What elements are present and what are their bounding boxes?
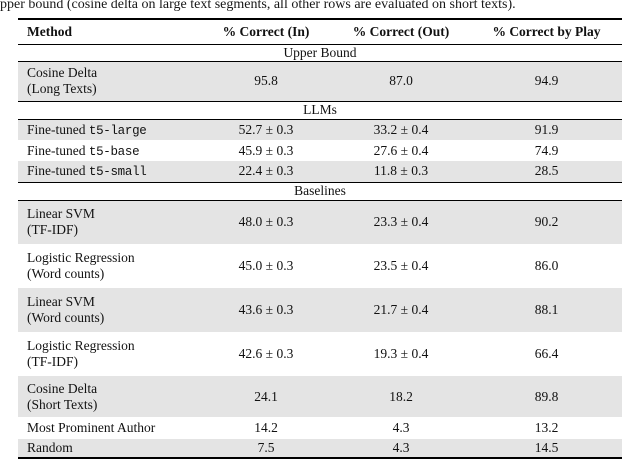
cell-correct-by-play: 89.8 xyxy=(471,376,622,417)
method-name: Linear SVM xyxy=(27,294,95,309)
table-row: Logistic Regression (TF-IDF) 42.6 ± 0.3 … xyxy=(18,332,622,376)
cell-correct-in: 24.1 xyxy=(201,376,331,417)
cell-correct-by-play: 66.4 xyxy=(534,346,559,361)
cell-correct-out: 4.3 xyxy=(331,439,471,458)
method-name: Random xyxy=(27,440,73,455)
method-name: Fine-tuned xyxy=(27,142,89,158)
cell-correct-in: 14.2 xyxy=(254,420,278,435)
table-row: Linear SVM (Word counts) 43.6 ± 0.3 21.7… xyxy=(18,288,622,332)
method-name-line2: (Long Texts) xyxy=(27,81,97,96)
table-row: Fine-tuned t5-large 52.7 ± 0.3 33.2 ± 0.… xyxy=(18,119,622,140)
method-cell: Cosine Delta (Long Texts) xyxy=(18,61,201,101)
cell-correct-in: 48.0 ± 0.3 xyxy=(201,200,331,244)
cell-correct-in: 22.4 ± 0.3 xyxy=(201,161,331,182)
cell-correct-out: 23.3 ± 0.4 xyxy=(331,200,471,244)
method-name-line2: (Short Texts) xyxy=(27,396,98,412)
table-row: Linear SVM (TF-IDF) 48.0 ± 0.3 23.3 ± 0.… xyxy=(18,200,622,244)
section-header-upper-bound: Upper Bound xyxy=(18,44,622,61)
section-header-llms: LLMs xyxy=(18,101,622,119)
cell-correct-out: 87.0 xyxy=(331,61,471,101)
cell-correct-in: 52.7 ± 0.3 xyxy=(201,119,331,140)
method-name: Logistic Regression xyxy=(27,250,135,265)
method-cell: Fine-tuned t5-large xyxy=(18,119,201,140)
cell-correct-by-play: 91.9 xyxy=(471,119,622,140)
table-row: Fine-tuned t5-small 22.4 ± 0.3 11.8 ± 0.… xyxy=(18,161,622,182)
column-header-correct-out: % Correct (Out) xyxy=(352,23,450,39)
method-name: Most Prominent Author xyxy=(27,420,156,435)
table-row: Most Prominent Author 14.2 4.3 13.2 xyxy=(18,417,622,439)
method-name-line2: (TF-IDF) xyxy=(27,354,78,369)
table-caption: pper bound (cosine delta on large text s… xyxy=(0,0,516,12)
section-title: Upper Bound xyxy=(283,44,357,60)
cell-correct-out: 11.8 ± 0.3 xyxy=(331,161,471,182)
method-name: Logistic Regression xyxy=(27,338,135,353)
column-header-correct-in: % Correct (In) xyxy=(222,23,310,39)
cell-correct-out: 4.3 xyxy=(392,420,410,435)
method-name-mono: t5-small xyxy=(88,165,147,180)
cell-correct-out: 19.3 ± 0.4 xyxy=(373,346,429,361)
method-cell: Fine-tuned t5-small xyxy=(18,161,201,182)
cell-correct-out: 33.2 ± 0.4 xyxy=(331,119,471,140)
column-header-correct-by-play: % Correct by Play xyxy=(492,23,601,39)
section-title: LLMs xyxy=(303,102,337,117)
cell-correct-out: 23.5 ± 0.4 xyxy=(373,258,429,273)
method-name: Cosine Delta xyxy=(27,65,98,80)
section-header-baselines: Baselines xyxy=(18,182,622,200)
cell-correct-in: 7.5 xyxy=(201,439,331,458)
method-cell: Most Prominent Author xyxy=(18,417,201,439)
method-name-mono: t5-base xyxy=(88,144,140,159)
column-header-method: Method xyxy=(27,23,72,39)
method-cell: Logistic Regression (TF-IDF) xyxy=(18,332,201,376)
cell-correct-in: 42.6 ± 0.3 xyxy=(238,346,294,361)
cell-correct-by-play: 94.9 xyxy=(471,61,622,101)
cell-correct-out: 18.2 xyxy=(331,376,471,417)
table-row: Cosine Delta (Long Texts) 95.8 87.0 94.9 xyxy=(18,61,622,101)
table-header-row: Method % Correct (In) % Correct (Out) % … xyxy=(18,19,622,44)
cell-correct-by-play: 86.0 xyxy=(534,258,559,273)
section-title: Baselines xyxy=(294,183,346,198)
method-cell: Linear SVM (Word counts) xyxy=(18,288,201,332)
cell-correct-by-play: 88.1 xyxy=(471,288,622,332)
method-cell: Random xyxy=(18,439,201,458)
cell-correct-by-play: 90.2 xyxy=(471,200,622,244)
cell-correct-in: 95.8 xyxy=(201,61,331,101)
cell-correct-in: 45.0 ± 0.3 xyxy=(238,258,294,273)
cell-correct-in: 45.9 ± 0.3 xyxy=(238,142,294,158)
method-cell: Linear SVM (TF-IDF) xyxy=(18,200,201,244)
cell-correct-out: 21.7 ± 0.4 xyxy=(331,288,471,332)
table-row: Cosine Delta (Short Texts) 24.1 18.2 89.… xyxy=(18,376,622,417)
cell-correct-by-play: 74.9 xyxy=(534,142,559,158)
method-name: Cosine Delta xyxy=(27,380,98,396)
cell-correct-in: 43.6 ± 0.3 xyxy=(201,288,331,332)
results-table: Method % Correct (In) % Correct (Out) % … xyxy=(18,18,622,459)
cell-correct-by-play: 14.5 xyxy=(471,439,622,458)
method-name-line2: (TF-IDF) xyxy=(27,222,78,238)
method-name: Linear SVM xyxy=(27,206,95,222)
method-cell: Fine-tuned t5-base xyxy=(18,140,201,161)
method-name-line2: (Word counts) xyxy=(27,310,105,325)
table-row: Random 7.5 4.3 14.5 xyxy=(18,439,622,458)
method-name-line2: (Word counts) xyxy=(27,266,105,281)
method-cell: Cosine Delta (Short Texts) xyxy=(18,376,201,417)
table-row: Logistic Regression (Word counts) 45.0 ±… xyxy=(18,244,622,288)
method-name: Fine-tuned xyxy=(27,121,89,137)
cell-correct-out: 27.6 ± 0.4 xyxy=(373,142,429,158)
cell-correct-by-play: 28.5 xyxy=(471,161,622,182)
method-name-mono: t5-large xyxy=(88,123,147,138)
method-name: Fine-tuned xyxy=(27,163,89,179)
method-cell: Logistic Regression (Word counts) xyxy=(18,244,201,288)
table-row: Fine-tuned t5-base 45.9 ± 0.3 27.6 ± 0.4… xyxy=(18,140,622,161)
cell-correct-by-play: 13.2 xyxy=(534,420,559,435)
